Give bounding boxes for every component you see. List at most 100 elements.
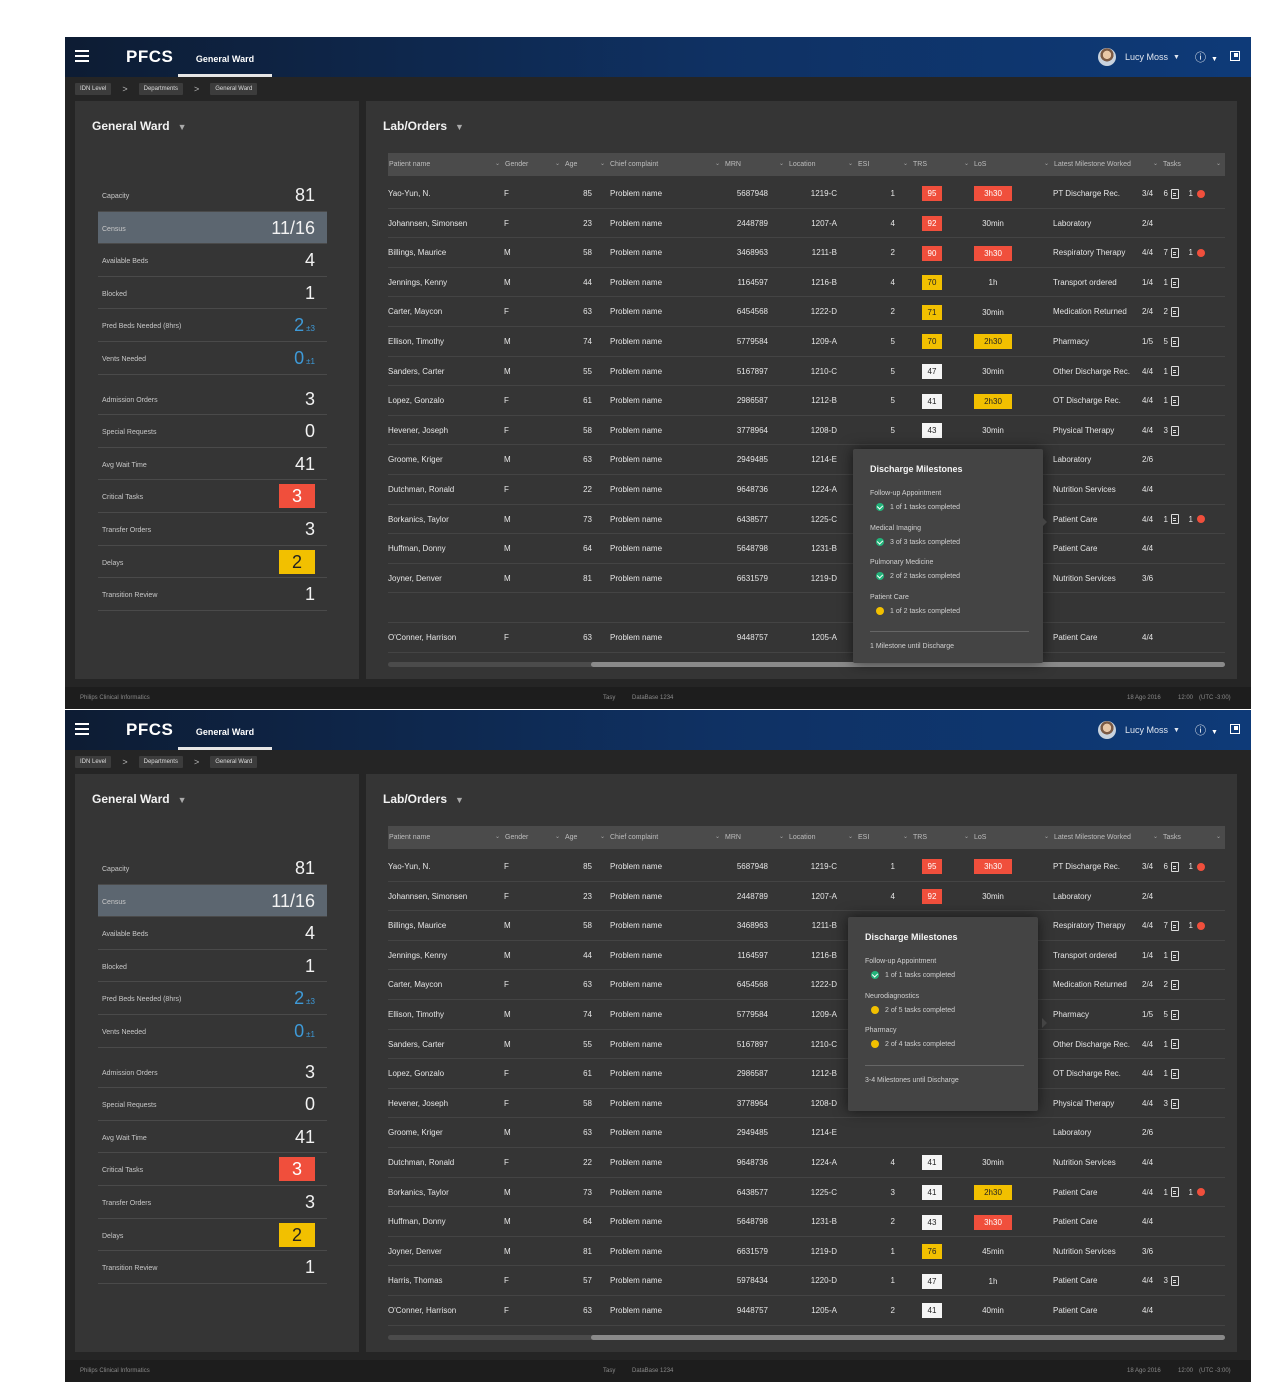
kpi-row[interactable]: Blocked 1 [98, 277, 327, 310]
chevron-down-icon[interactable]: ⌄ [847, 161, 853, 167]
alert-icon[interactable] [1197, 922, 1205, 931]
kpi-row[interactable]: Pred Beds Needed (8hrs) 2 ±3 [98, 309, 327, 342]
cell-latest-milestone[interactable]: Pharmacy [1053, 1010, 1090, 1019]
cell-latest-milestone[interactable]: Nutrition Services [1053, 1158, 1116, 1167]
clipboard-icon[interactable] [1171, 396, 1179, 407]
cell-tasks[interactable] [1152, 1237, 1222, 1266]
chevron-down-icon[interactable]: ⌄ [714, 834, 720, 840]
cell-latest-milestone[interactable]: Medication Returned [1053, 307, 1127, 317]
clipboard-icon[interactable] [1171, 188, 1179, 199]
column-header-los[interactable]: LoS ⌄ [973, 826, 1053, 849]
chevron-down-icon[interactable]: ⌄ [963, 834, 969, 840]
chevron-down-icon[interactable]: ⌄ [847, 834, 853, 840]
cell-latest-milestone[interactable]: Transport ordered [1053, 277, 1117, 287]
table-row[interactable]: Dutchman, Ronald F 22 Problem name 9648736 12… [388, 475, 1225, 505]
table-row[interactable]: Joyner, Denver M 81 Problem name 6631579 1219… [388, 564, 1225, 594]
kpi-row[interactable]: Available Beds 4 [98, 917, 327, 950]
clipboard-icon[interactable] [1171, 1098, 1179, 1109]
table-row[interactable]: Carter, Maycon F 63 Problem name 6454568 1222… [388, 297, 1225, 327]
kpi-row[interactable]: Census 11/16 [98, 211, 327, 245]
table-row[interactable]: Sanders, Carter M 55 Problem name 5167897 121… [388, 357, 1225, 387]
cell-latest-milestone[interactable]: Nutrition Services [1053, 573, 1116, 583]
clipboard-icon[interactable] [1171, 1039, 1179, 1050]
menu-icon[interactable] [75, 723, 89, 735]
kpi-row[interactable]: Transfer Orders 3 [98, 513, 327, 546]
column-header-patient-name[interactable]: Patient name ⌄ [388, 826, 504, 849]
menu-icon[interactable] [75, 50, 89, 62]
cell-latest-milestone[interactable]: Transport ordered [1053, 950, 1117, 960]
chevron-down-icon[interactable]: ⌄ [778, 834, 784, 840]
kpi-row[interactable]: Critical Tasks 3 [98, 480, 327, 513]
breadcrumb-general-ward[interactable]: General Ward [210, 756, 258, 768]
column-header-age[interactable]: Age ⌄ [564, 153, 609, 176]
cell-tasks[interactable] [1152, 209, 1222, 238]
cell-latest-milestone[interactable]: Nutrition Services [1053, 485, 1116, 494]
cell-latest-milestone[interactable]: Laboratory [1053, 455, 1092, 465]
clipboard-icon[interactable] [1171, 861, 1179, 872]
chevron-down-icon[interactable]: ⌄ [599, 834, 605, 840]
user-menu[interactable]: Lucy Moss ▼ [1098, 721, 1180, 739]
column-header-latest-milestone[interactable]: Latest Milestone Worked ⌄ [1053, 153, 1162, 176]
column-header-gender[interactable]: Gender ⌄ [504, 826, 564, 849]
cell-latest-milestone[interactable]: Patient Care [1053, 1306, 1098, 1315]
alert-icon[interactable] [1197, 249, 1205, 258]
cell-latest-milestone[interactable]: Patient Care [1053, 514, 1098, 524]
clipboard-icon[interactable] [1171, 921, 1179, 932]
chevron-down-icon[interactable]: ⌄ [494, 834, 500, 840]
breadcrumb-departments[interactable]: Departments [138, 756, 183, 768]
table-row[interactable]: Yao-Yun, N. F 85 Problem name 5687948 1219-C 1… [388, 852, 1225, 882]
chevron-down-icon[interactable]: ⌄ [494, 161, 500, 167]
horizontal-scrollbar[interactable] [388, 1335, 1225, 1340]
kpi-row[interactable]: Admission Orders 3 [98, 383, 327, 416]
cell-latest-milestone[interactable]: Nutrition Services [1053, 1246, 1116, 1256]
cell-tasks[interactable] [1152, 623, 1222, 652]
chevron-down-icon[interactable]: ⌄ [599, 161, 605, 167]
tab-general-ward[interactable]: General Ward [178, 710, 272, 750]
cell-tasks[interactable]: 3 [1152, 1266, 1222, 1295]
clipboard-icon[interactable] [1171, 1009, 1179, 1020]
clipboard-icon[interactable] [1171, 514, 1179, 525]
cell-latest-milestone[interactable]: PT Discharge Rec. [1053, 189, 1120, 198]
cell-latest-milestone[interactable]: Medication Returned [1053, 980, 1127, 990]
clipboard-icon[interactable] [1171, 1187, 1179, 1198]
alert-icon[interactable] [1197, 189, 1205, 198]
table-row[interactable]: Lopez, Gonzalo F 61 Problem name 2986587 1212… [388, 386, 1225, 416]
chevron-down-icon[interactable]: ⌄ [554, 834, 560, 840]
cell-tasks[interactable]: 1 [1152, 357, 1222, 386]
column-header-trs[interactable]: TRS ⌄ [912, 826, 973, 849]
chevron-down-icon[interactable]: ⌄ [1152, 161, 1158, 167]
kpi-row[interactable]: Avg Wait Time 41 [98, 448, 327, 481]
breadcrumb-departments[interactable]: Departments [138, 83, 183, 95]
column-header-trs[interactable]: TRS ⌄ [912, 153, 973, 176]
clipboard-icon[interactable] [1171, 307, 1179, 318]
chevron-down-icon[interactable]: ⌄ [1043, 161, 1049, 167]
cell-latest-milestone[interactable]: Patient Care [1053, 1276, 1098, 1286]
table-row[interactable]: Ellison, Timothy M 74 Problem name 5779584 12… [388, 1000, 1225, 1030]
column-header-location[interactable]: Location ⌄ [788, 153, 857, 176]
clipboard-icon[interactable] [1171, 277, 1179, 288]
kpi-row[interactable]: Capacity 81 [98, 852, 327, 885]
table-row[interactable]: Harris, Thomas F 57 Problem name 5978434 1220… [388, 1266, 1225, 1296]
funnel-icon[interactable]: ▼ [455, 122, 464, 132]
clipboard-icon[interactable] [1171, 950, 1179, 961]
chevron-down-icon[interactable]: ⌄ [778, 161, 784, 167]
expand-icon[interactable] [1230, 724, 1240, 734]
table-row[interactable]: Huffman, Donny M 64 Problem name 5648798 1231… [388, 1207, 1225, 1237]
cell-latest-milestone[interactable]: Laboratory [1053, 891, 1092, 901]
clipboard-icon[interactable] [1171, 1276, 1179, 1287]
scrollbar-thumb[interactable] [591, 1335, 1225, 1340]
cell-tasks[interactable] [1152, 1296, 1222, 1325]
clipboard-icon[interactable] [1171, 336, 1179, 347]
chevron-down-icon[interactable]: ⌄ [714, 161, 720, 167]
table-row[interactable]: Groome, Kriger M 63 Problem name 2949485 1214… [388, 445, 1225, 475]
kpi-row[interactable]: Critical Tasks 3 [98, 1153, 327, 1186]
table-row[interactable]: Jennings, Kenny M 44 Problem name 1164597 121… [388, 941, 1225, 971]
cell-tasks[interactable]: 2 [1152, 297, 1222, 326]
clipboard-icon[interactable] [1171, 425, 1179, 436]
cell-latest-milestone[interactable]: PT Discharge Rec. [1053, 862, 1120, 871]
table-row[interactable]: Johannsen, Simonsen F 23 Problem name 244878… [388, 209, 1225, 239]
cell-latest-milestone[interactable]: Laboratory [1053, 218, 1092, 228]
